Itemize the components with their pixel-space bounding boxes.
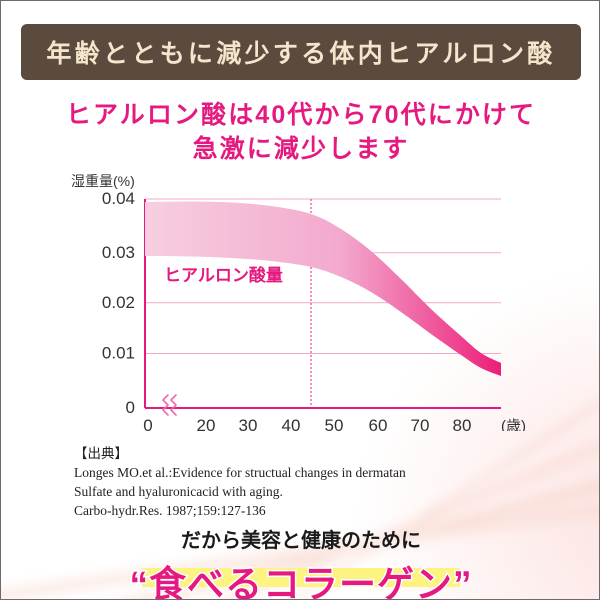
svg-text:0.04: 0.04 [102,189,135,208]
svg-text:60: 60 [369,416,388,431]
svg-text:0: 0 [126,398,135,417]
svg-text:70: 70 [411,416,430,431]
svg-text:0.03: 0.03 [102,243,135,262]
svg-text:50: 50 [325,416,344,431]
svg-text:ヒアルロン酸量: ヒアルロン酸量 [164,265,283,285]
svg-text:80: 80 [453,416,472,431]
svg-text:40: 40 [282,416,301,431]
svg-text:0: 0 [143,416,152,431]
svg-text:0.01: 0.01 [102,344,135,363]
svg-text:20: 20 [197,416,216,431]
svg-text:30: 30 [239,416,258,431]
svg-text:(歳): (歳) [501,418,526,431]
svg-text:0.02: 0.02 [102,293,135,312]
